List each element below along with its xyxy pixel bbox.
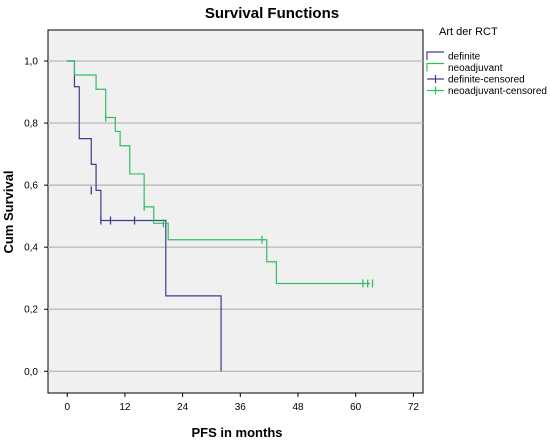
y-tick-label-1: 0,2 — [24, 305, 38, 316]
x-tick-label-3: 36 — [235, 402, 247, 413]
series-layer — [67, 60, 371, 372]
x-tick-label-1: 12 — [119, 402, 131, 413]
y-tick-label-3: 0,6 — [24, 181, 38, 192]
y-ticks: 0,0 0,2 0,4 0,6 0,8 1,0 — [24, 57, 48, 378]
chart-title: Survival Functions — [205, 5, 339, 22]
y-axis-title: Cum Survival — [1, 170, 16, 253]
censor-marks — [90, 113, 374, 288]
x-tick-label-0: 0 — [64, 402, 70, 413]
x-axis-title: PFS in months — [192, 425, 283, 440]
legend-label-neoadjuvant-censored: neoadjuvant-censored — [448, 86, 547, 97]
series-line-neoadjuvant — [67, 60, 371, 285]
grid-lines — [48, 60, 423, 372]
x-tick-label-6: 72 — [408, 402, 420, 413]
legend-label-definite: definite — [448, 52, 481, 63]
x-tick-label-4: 48 — [292, 402, 304, 413]
y-tick-label-0: 0,0 — [24, 367, 38, 378]
legend-title: Art der RCT — [439, 26, 498, 38]
series-line-definite — [67, 60, 222, 372]
y-tick-label-4: 0,8 — [24, 119, 38, 130]
legend-swatch-neoadjuvant — [426, 62, 444, 72]
legend-label-neoadjuvant: neoadjuvant — [448, 63, 503, 74]
x-ticks: 0 12 24 36 48 60 72 — [64, 393, 419, 413]
legend-swatch-definite — [426, 51, 444, 60]
x-tick-label-2: 24 — [177, 402, 189, 413]
plot-area — [47, 29, 424, 394]
y-tick-label-5: 1,0 — [24, 57, 38, 68]
y-tick-label-2: 0,4 — [24, 243, 38, 254]
x-tick-label-5: 60 — [350, 402, 362, 413]
legend: Art der RCT definiteneoadjuvantdefinite-… — [426, 26, 547, 97]
legend-label-definite-censored: definite-censored — [448, 75, 525, 86]
